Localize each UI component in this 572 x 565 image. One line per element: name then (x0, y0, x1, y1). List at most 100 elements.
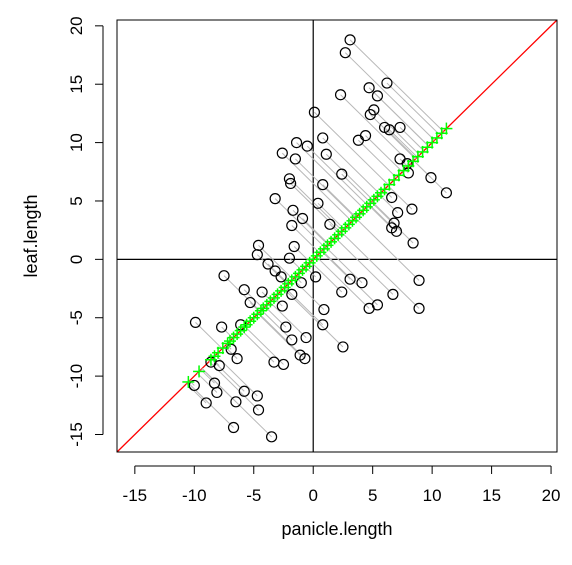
identity-line (116, 19, 558, 453)
y-tick-label: 15 (67, 75, 86, 94)
data-point (344, 273, 356, 285)
projection-segment (325, 246, 363, 284)
data-point (344, 34, 356, 46)
data-point (283, 252, 296, 264)
projection-segment (322, 184, 357, 218)
data-point (188, 379, 200, 392)
data-point (394, 121, 406, 134)
x-axis: -15 -10 -5 0 5 10 15 20 (123, 465, 561, 505)
projection-segment (283, 288, 344, 348)
projection-segment (302, 218, 330, 245)
data-point (290, 136, 303, 149)
projection-segment (373, 109, 420, 156)
data-point (336, 286, 348, 298)
data-point (252, 404, 265, 416)
data-point (200, 397, 212, 409)
projection-segment (240, 329, 275, 363)
data-point (189, 316, 202, 328)
projection-segment (368, 204, 397, 232)
x-tick-label: 15 (482, 486, 501, 505)
projection-segment (344, 52, 435, 141)
data-point (317, 179, 329, 191)
data-point (413, 302, 425, 314)
data-point (392, 207, 404, 219)
data-point (299, 352, 311, 365)
projection-segment (358, 139, 397, 178)
data-point (286, 334, 298, 346)
projection-segment (258, 244, 294, 280)
projection-segment (384, 127, 417, 159)
data-point (296, 212, 309, 225)
y-tick-label: 20 (67, 16, 86, 35)
data-point (324, 218, 336, 230)
plus-mark (221, 337, 234, 350)
data-point (276, 147, 288, 159)
data-point (406, 203, 418, 215)
projection-segment (413, 160, 447, 194)
projection-segment (369, 114, 416, 160)
data-point (276, 300, 288, 312)
y-tick-label: -15 (67, 422, 86, 447)
data-point (356, 277, 368, 289)
projection-segment (208, 361, 259, 411)
projection-segment (221, 326, 234, 339)
projection-segment (365, 135, 403, 173)
data-point (425, 172, 437, 184)
data-point (288, 240, 300, 253)
data-point (413, 274, 425, 286)
projection-segment (315, 256, 370, 309)
projection-segment (295, 276, 302, 284)
data-point (317, 319, 329, 331)
projection-segment (195, 322, 223, 350)
projection-segments (186, 39, 447, 438)
projection-segment (291, 225, 321, 254)
projection-segment (340, 94, 412, 164)
y-tick-label: -5 (67, 310, 86, 325)
data-point (225, 343, 237, 355)
data-point (407, 237, 419, 249)
projection-segment (261, 309, 293, 341)
data-point (275, 271, 287, 283)
data-point (301, 140, 313, 152)
projection-segment (377, 95, 429, 147)
y-tick-label: -10 (67, 364, 86, 389)
data-point (256, 286, 268, 298)
data-point (320, 148, 332, 160)
data-point (283, 173, 296, 185)
data-point (262, 258, 274, 270)
plot-frame (116, 19, 558, 453)
y-axis: -15 -10 -5 0 5 10 15 20 (67, 16, 104, 447)
plus-mark (254, 304, 267, 317)
data-point (334, 89, 347, 101)
projection-segment (340, 231, 420, 309)
data-point (269, 193, 281, 205)
projection-segment (325, 153, 374, 201)
projection-segment (314, 111, 390, 186)
projection-marks (182, 122, 453, 388)
data-point (381, 77, 393, 89)
data-point (211, 386, 223, 399)
data-point (238, 284, 250, 296)
y-axis-label: leaf.length (21, 194, 41, 277)
data-point (251, 390, 263, 402)
data-point (300, 331, 312, 344)
projection-segment (378, 194, 398, 214)
data-point (287, 204, 299, 216)
projection-segment (261, 291, 272, 302)
x-tick-label: -10 (182, 486, 207, 505)
y-tick-label: 0 (67, 255, 86, 264)
projection-segment (296, 142, 365, 210)
projection-segment (257, 313, 301, 356)
data-point (277, 358, 290, 371)
x-tick-label: 20 (542, 486, 561, 505)
projection-segment (273, 297, 283, 307)
data-point (231, 352, 243, 365)
data-point (312, 197, 324, 209)
data-point (387, 288, 399, 300)
data-point (383, 124, 395, 136)
y-tick-label: 10 (67, 133, 86, 152)
data-point (336, 168, 348, 180)
projection-segment (289, 257, 303, 271)
projection-segment (322, 137, 381, 195)
